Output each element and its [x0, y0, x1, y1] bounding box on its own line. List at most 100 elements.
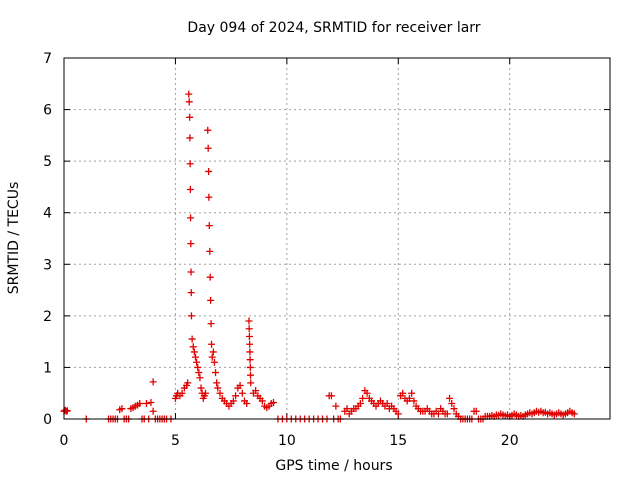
- data-point: [187, 240, 195, 248]
- data-point: [208, 340, 216, 348]
- data-point: [188, 335, 196, 343]
- data-point: [207, 296, 215, 304]
- data-point: [204, 126, 212, 134]
- data-point: [210, 358, 218, 366]
- data-point: [178, 389, 186, 397]
- data-point: [204, 144, 212, 152]
- x-tick-label: 0: [60, 433, 69, 449]
- data-point: [142, 400, 150, 408]
- data-point: [187, 214, 195, 222]
- data-point: [247, 379, 255, 387]
- data-point: [252, 387, 260, 395]
- data-point: [443, 410, 451, 418]
- data-point: [208, 353, 216, 361]
- data-point: [190, 348, 198, 356]
- data-point: [229, 397, 237, 405]
- y-tick-label: 7: [43, 51, 52, 67]
- data-point: [186, 160, 194, 168]
- data-point: [332, 402, 340, 410]
- data-point: [258, 397, 266, 405]
- data-point: [185, 90, 193, 98]
- data-point: [186, 113, 194, 121]
- y-tick-label: 6: [43, 103, 52, 119]
- chart-title: Day 094 of 2024, SRMTID for receiver lar…: [187, 20, 480, 36]
- data-point: [246, 340, 254, 348]
- y-axis-label: SRMTID / TECUs: [6, 182, 22, 295]
- data-point: [450, 405, 458, 413]
- data-point: [205, 222, 213, 230]
- data-point: [247, 371, 255, 379]
- data-point: [185, 98, 193, 106]
- data-point: [243, 400, 251, 408]
- data-point: [245, 332, 253, 340]
- data-point: [209, 348, 217, 356]
- data-point: [356, 400, 364, 408]
- data-point: [212, 369, 220, 377]
- data-point: [472, 407, 480, 415]
- grid-lines: [64, 58, 610, 419]
- x-tick-label: 15: [389, 433, 407, 449]
- data-point: [446, 394, 454, 402]
- data-point: [213, 379, 221, 387]
- data-point: [410, 397, 418, 405]
- data-point: [359, 394, 367, 402]
- x-axis-label: GPS time / hours: [275, 458, 392, 474]
- plot-frame: [63, 57, 611, 420]
- data-point: [136, 400, 144, 408]
- data-point: [206, 273, 214, 281]
- y-tick-label: 3: [43, 257, 52, 273]
- y-tick-label: 5: [43, 154, 52, 170]
- data-point: [269, 398, 277, 406]
- y-tick-label: 0: [43, 412, 52, 428]
- axis-tick-labels: 0 1 2 3 4 5 6 7 0 5 10 15 20: [43, 51, 519, 449]
- data-point: [195, 369, 203, 377]
- data-point: [383, 400, 391, 408]
- data-point: [196, 374, 204, 382]
- data-point: [327, 392, 335, 400]
- x-tick-label: 20: [501, 433, 519, 449]
- data-point: [186, 134, 194, 142]
- data-point: [187, 268, 195, 276]
- data-point: [394, 410, 402, 418]
- data-point: [246, 356, 254, 364]
- axis-ticks: [63, 57, 610, 420]
- x-tick-label: 10: [278, 433, 296, 449]
- data-point: [216, 389, 224, 397]
- data-point: [189, 343, 197, 351]
- data-point: [63, 407, 71, 415]
- data-point: [147, 398, 155, 406]
- y-tick-label: 1: [43, 360, 52, 376]
- data-point: [246, 363, 254, 371]
- x-tick-label: 5: [171, 433, 180, 449]
- data-points: [60, 90, 578, 423]
- data-point: [187, 289, 195, 297]
- y-tick-label: 4: [43, 206, 52, 222]
- data-point: [363, 389, 371, 397]
- data-point: [214, 384, 222, 392]
- data-point: [187, 312, 195, 320]
- data-point: [118, 405, 126, 413]
- data-point: [193, 358, 201, 366]
- data-point: [191, 353, 199, 361]
- data-point: [206, 247, 214, 255]
- data-point: [408, 389, 416, 397]
- data-point: [399, 389, 407, 397]
- data-point: [245, 317, 253, 325]
- data-point: [149, 407, 157, 415]
- y-tick-label: 2: [43, 309, 52, 325]
- data-point: [448, 400, 456, 408]
- data-point: [570, 410, 578, 418]
- data-point: [238, 389, 246, 397]
- data-point: [343, 405, 351, 413]
- data-point: [246, 348, 254, 356]
- data-point: [186, 186, 194, 194]
- data-point: [184, 379, 192, 387]
- data-point: [197, 384, 205, 392]
- data-point: [202, 389, 210, 397]
- data-point: [236, 381, 244, 389]
- data-point: [205, 193, 213, 201]
- data-point: [149, 378, 157, 386]
- data-point: [194, 363, 202, 371]
- data-point: [232, 392, 240, 400]
